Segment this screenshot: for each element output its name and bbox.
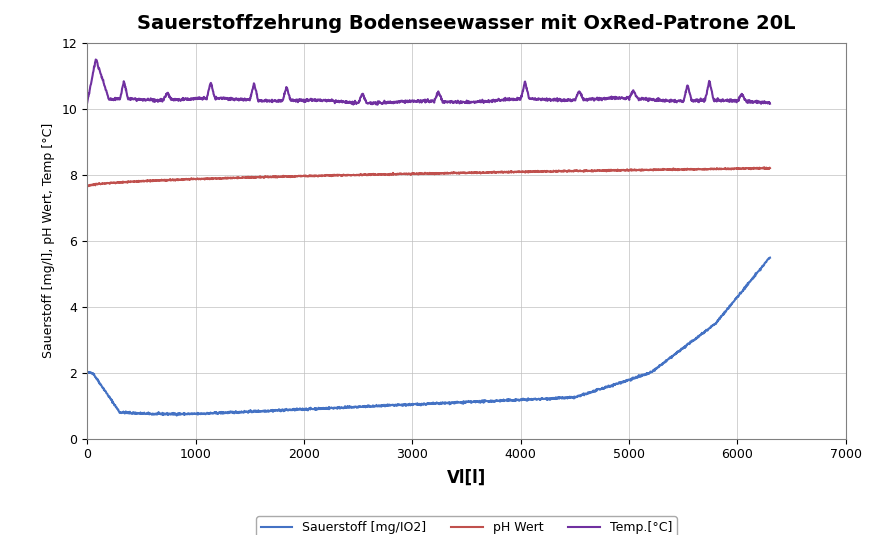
Sauerstoff [mg/IO2] (172, 412, 182, 419)
Temp.[°C] (372, 102, 383, 108)
X-axis label: Vl[l]: Vl[l] (446, 468, 487, 486)
Line: Temp.[°C]: Temp.[°C] (87, 59, 770, 105)
pH Wert (414, 171, 425, 177)
pH Wert (117, 179, 127, 186)
Temp.[°C] (746, 100, 756, 106)
pH Wert (620, 167, 630, 174)
Sauerstoff [mg/IO2] (620, 378, 630, 384)
Sauerstoff [mg/IO2] (765, 255, 775, 261)
Line: Sauerstoff [mg/IO2]: Sauerstoff [mg/IO2] (87, 258, 770, 416)
Temp.[°C] (397, 98, 407, 105)
Temp.[°C] (620, 95, 630, 102)
Temp.[°C] (82, 100, 92, 106)
Temp.[°C] (746, 98, 756, 105)
Line: pH Wert: pH Wert (87, 167, 770, 187)
pH Wert (745, 165, 755, 171)
Sauerstoff [mg/IO2] (117, 409, 127, 416)
pH Wert (759, 164, 769, 171)
Temp.[°C] (91, 56, 101, 63)
Temp.[°C] (117, 85, 127, 91)
pH Wert (765, 165, 775, 171)
Y-axis label: Sauerstoff [mg/l], pH Wert, Temp [°C]: Sauerstoff [mg/l], pH Wert, Temp [°C] (42, 123, 55, 358)
Title: Sauerstoffzehrung Bodenseewasser mit OxRed-Patrone 20L: Sauerstoffzehrung Bodenseewasser mit OxR… (137, 14, 796, 33)
Sauerstoff [mg/IO2] (414, 401, 425, 408)
pH Wert (745, 165, 755, 172)
Legend: Sauerstoff [mg/IO2], pH Wert, Temp.[°C]: Sauerstoff [mg/IO2], pH Wert, Temp.[°C] (256, 516, 677, 535)
pH Wert (82, 184, 92, 190)
Sauerstoff [mg/IO2] (746, 278, 756, 284)
Sauerstoff [mg/IO2] (396, 401, 406, 408)
Sauerstoff [mg/IO2] (745, 278, 755, 285)
pH Wert (396, 170, 406, 177)
Temp.[°C] (765, 101, 775, 107)
Temp.[°C] (415, 99, 426, 105)
Sauerstoff [mg/IO2] (82, 369, 92, 376)
